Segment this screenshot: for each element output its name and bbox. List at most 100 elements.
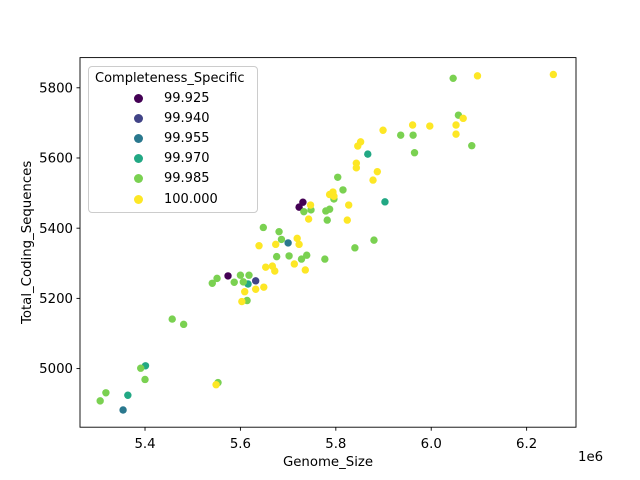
scatter-point [255,242,263,250]
scatter-point [236,271,245,279]
legend-swatch-icon [134,174,143,184]
legend-entry: 99.970 [89,149,257,169]
y-tick-label: 5600 [39,152,73,167]
scatter-point [303,251,311,259]
scatter-point [410,149,419,157]
legend-entry-label: 99.925 [164,90,210,106]
scatter-point [259,223,268,232]
scatter-point [300,207,308,216]
scatter-point [239,278,247,286]
scatter-point [295,240,303,249]
legend-swatch-icon [134,93,143,103]
legend-entry-label: 99.940 [164,110,210,126]
scatter-point [119,406,127,414]
scatter-point [290,260,299,268]
scatter-point [339,186,347,194]
y-tick-label: 5000 [39,362,73,377]
scatter-point [251,277,260,285]
scatter-point [409,131,417,139]
scatter-point [213,274,221,283]
scatter-point [408,121,417,129]
legend-entry-label: 99.985 [164,171,210,187]
scatter-point [304,215,313,223]
scatter-point [271,267,279,275]
scatter-point [351,244,359,252]
y-tick-label: 5400 [39,222,73,237]
scatter-point [381,198,389,206]
scatter-point [334,173,342,181]
scatter-point [396,131,405,139]
scatter-point [124,391,132,399]
scatter-point [364,150,372,158]
scatter-point [275,227,283,236]
scatter-point [230,278,238,286]
x-axis-offset-label: 1e6 [578,450,603,465]
scatter-point [459,114,467,123]
scatter-point [370,236,378,244]
scatter-point [260,283,268,291]
legend-entry: 99.925 [89,88,257,108]
legend-entry: 100.000 [89,189,257,209]
scatter-point [251,285,260,293]
scatter-point [343,216,351,224]
scatter-point [306,201,315,209]
x-tick-label: 5.6 [230,437,251,452]
scatter-point [277,235,286,244]
scatter-point [241,288,249,296]
legend-swatch-icon [134,133,143,143]
scatter-point [473,72,482,80]
scatter-point [295,203,303,211]
y-axis-label: Total_Coding_Sequences [20,161,35,325]
scatter-point [301,266,309,274]
scatter-point [297,255,306,263]
scatter-point [354,142,362,150]
legend-entry-label: 100.000 [164,191,218,207]
scatter-point [208,279,216,287]
scatter-point [179,320,188,329]
scatter-point [224,272,232,280]
scatter-point [321,255,329,263]
scatter-point [245,271,253,279]
scatter-point [285,252,293,260]
scatter-point [379,126,387,134]
scatter-point [272,252,281,261]
scatter-point [426,122,434,130]
y-tick-label: 5200 [39,292,73,307]
scatter-point [468,142,476,150]
scatter-point [452,121,460,129]
scatter-point [369,176,377,184]
scatter-point [262,263,270,271]
legend: Completeness_Specific 99.925 99.940 99.955… [88,66,258,213]
scatter-point [284,239,292,247]
x-tick-label: 6.0 [421,437,442,452]
scatter-point [212,381,220,389]
scatter-point [373,167,382,176]
legend-entry: 99.985 [89,169,257,189]
scatter-point [345,201,353,209]
legend-swatch-icon [134,154,143,164]
scatter-point [323,216,331,224]
legend-swatch-icon [134,194,143,204]
legend-entry: 99.955 [89,128,257,148]
scatter-point [168,315,176,323]
x-axis-label: Genome_Size [283,455,373,470]
x-tick-label: 5.4 [134,437,155,452]
scatter-point [293,234,301,243]
scatter-point [238,297,246,306]
legend-entry-label: 99.970 [164,151,210,167]
legend-swatch-icon [134,113,143,123]
scatter-point [352,164,361,172]
scatter-point [325,205,334,213]
scatter-point [452,130,460,138]
scatter-point [549,70,558,79]
scatter-point [330,192,338,200]
scatter-point [141,375,149,384]
scatter-point [102,389,110,397]
legend-entry-label: 99.955 [164,130,210,146]
x-tick-label: 6.2 [516,437,537,452]
legend-entry: 99.940 [89,108,257,128]
legend-rows: 99.925 99.940 99.955 99.970 99.985 100.000 [89,88,257,209]
x-tick-label: 5.8 [325,437,346,452]
scatter-point [137,364,145,372]
